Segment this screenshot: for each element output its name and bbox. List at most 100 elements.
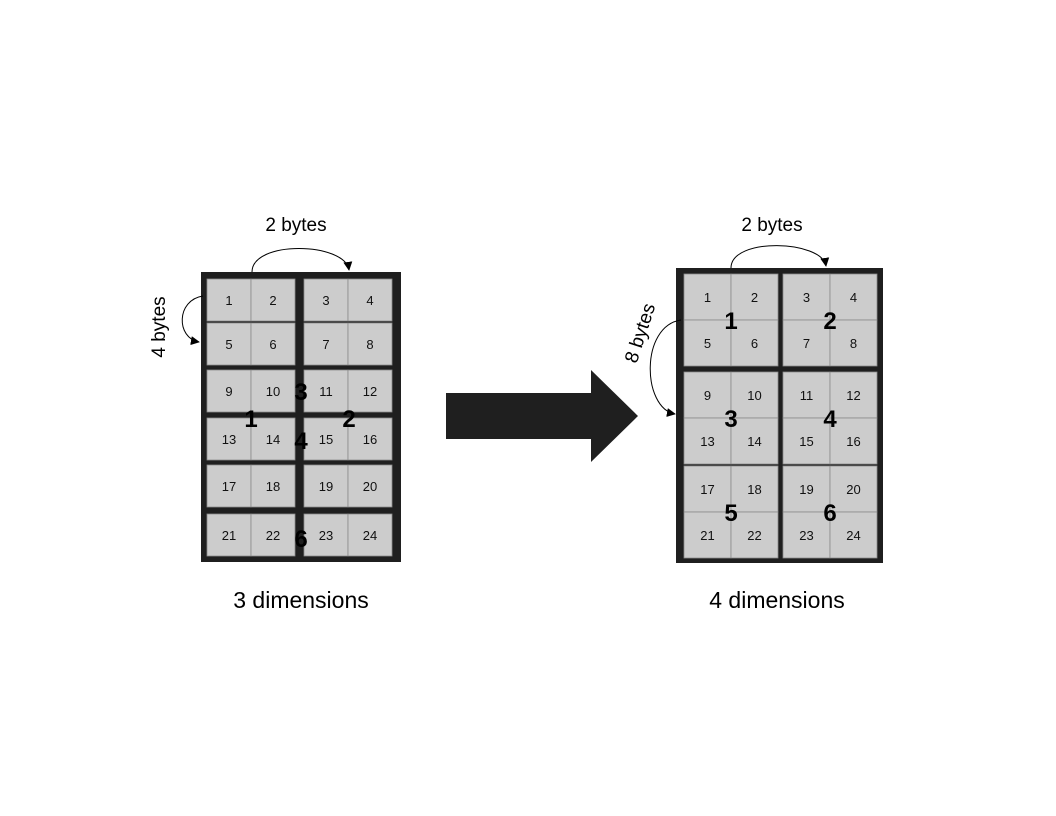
left-cell-label: 17 bbox=[222, 479, 236, 494]
right-cell-label: 16 bbox=[846, 434, 860, 449]
right-cell-label: 19 bbox=[799, 482, 813, 497]
left-cell bbox=[303, 322, 349, 366]
right-cell-label: 1 bbox=[704, 290, 711, 305]
left-cell-label: 9 bbox=[225, 384, 232, 399]
left-cell bbox=[206, 464, 252, 508]
right-cell bbox=[782, 511, 831, 559]
left-group-label: 4 bbox=[294, 428, 308, 455]
right-side-curve-arrow bbox=[649, 319, 682, 417]
right-arrow-icon bbox=[446, 370, 638, 462]
right-block-label: 6 bbox=[823, 500, 836, 527]
left-cell bbox=[206, 417, 252, 461]
left-cell-label: 23 bbox=[319, 528, 333, 543]
right-cell bbox=[683, 273, 732, 321]
right-cell-label: 15 bbox=[799, 434, 813, 449]
left-top-curve-arrow bbox=[251, 248, 353, 273]
right-cell-label: 11 bbox=[800, 388, 814, 403]
left-cell bbox=[347, 369, 393, 413]
left-cell bbox=[250, 278, 296, 322]
left-side-label: 4 bytes bbox=[149, 296, 170, 357]
right-top-curve-arrow bbox=[730, 245, 830, 269]
left-group-label: 1 bbox=[244, 406, 257, 433]
left-cell-label: 13 bbox=[222, 432, 236, 447]
left-cell bbox=[206, 322, 252, 366]
right-block: 3 4 7 82 bbox=[782, 273, 878, 367]
left-cell bbox=[347, 513, 393, 557]
right-cell-label: 13 bbox=[700, 434, 714, 449]
left-cell bbox=[347, 322, 393, 366]
right-cell bbox=[683, 465, 732, 513]
left-cell-label: 16 bbox=[363, 432, 377, 447]
left-cell-label: 19 bbox=[319, 479, 333, 494]
right-cell bbox=[730, 511, 779, 559]
left-cell-label: 3 bbox=[322, 293, 329, 308]
right-block: 11 12 15 16 4 bbox=[782, 371, 878, 465]
right-cell bbox=[730, 273, 779, 321]
left-cell bbox=[250, 513, 296, 557]
left-cell-label: 4 bbox=[366, 293, 373, 308]
right-block: 19 20 23 24 6 bbox=[782, 465, 878, 559]
right-cell bbox=[829, 319, 878, 367]
left-cell-label: 20 bbox=[363, 479, 377, 494]
right-block: 9 10 13 14 3 bbox=[683, 371, 779, 465]
left-side-curve-arrow bbox=[181, 295, 204, 346]
right-cell bbox=[730, 417, 779, 465]
right-cell bbox=[683, 417, 732, 465]
right-cell-label: 8 bbox=[850, 336, 857, 351]
left-cell bbox=[303, 464, 349, 508]
left-cell bbox=[347, 417, 393, 461]
left-cell-label: 1 bbox=[225, 293, 232, 308]
right-cell-label: 20 bbox=[846, 482, 860, 497]
right-cell bbox=[683, 371, 732, 419]
left-cell-label: 11 bbox=[319, 384, 333, 399]
left-cell bbox=[303, 278, 349, 322]
right-block-label: 1 bbox=[724, 308, 737, 335]
left-cell-label: 12 bbox=[363, 384, 377, 399]
right-cell-label: 5 bbox=[704, 336, 711, 351]
right-block-label: 3 bbox=[724, 406, 737, 433]
right-cell-label: 10 bbox=[747, 388, 761, 403]
left-cell bbox=[303, 513, 349, 557]
left-cell bbox=[206, 278, 252, 322]
left-caption: 3 dimensions bbox=[233, 587, 369, 613]
left-cell-label: 14 bbox=[266, 432, 280, 447]
right-block-label: 4 bbox=[823, 406, 837, 433]
left-cell bbox=[250, 464, 296, 508]
right-cell-label: 23 bbox=[799, 528, 813, 543]
left-cell-label: 5 bbox=[225, 337, 232, 352]
right-caption: 4 dimensions bbox=[709, 587, 845, 613]
right-cell-label: 22 bbox=[747, 528, 761, 543]
left-group-label: 3 bbox=[294, 379, 307, 406]
left-cell bbox=[347, 464, 393, 508]
right-cell-label: 4 bbox=[850, 290, 857, 305]
right-cell-label: 7 bbox=[803, 336, 810, 351]
right-top-label: 2 bytes bbox=[741, 215, 802, 236]
left-cell-label: 21 bbox=[222, 528, 236, 543]
right-cell bbox=[730, 465, 779, 513]
right-cell bbox=[782, 417, 831, 465]
left-cell-label: 2 bbox=[269, 293, 276, 308]
right-cell-label: 6 bbox=[751, 336, 758, 351]
right-cell bbox=[829, 371, 878, 419]
right-block: 1 25 61 bbox=[683, 273, 779, 367]
left-cell-label: 15 bbox=[319, 432, 333, 447]
left-cell bbox=[303, 369, 349, 413]
right-block: 17 18 21 22 5 bbox=[683, 465, 779, 559]
right-cell-label: 17 bbox=[700, 482, 714, 497]
right-cell-label: 3 bbox=[803, 290, 810, 305]
left-cell-label: 8 bbox=[366, 337, 373, 352]
right-cell bbox=[683, 511, 732, 559]
right-cell bbox=[782, 319, 831, 367]
left-cell-label: 7 bbox=[322, 337, 329, 352]
left-cell bbox=[250, 369, 296, 413]
right-block-label: 2 bbox=[823, 308, 836, 335]
right-cell-label: 12 bbox=[846, 388, 860, 403]
left-cell bbox=[206, 369, 252, 413]
left-top-label: 2 bytes bbox=[265, 215, 326, 236]
